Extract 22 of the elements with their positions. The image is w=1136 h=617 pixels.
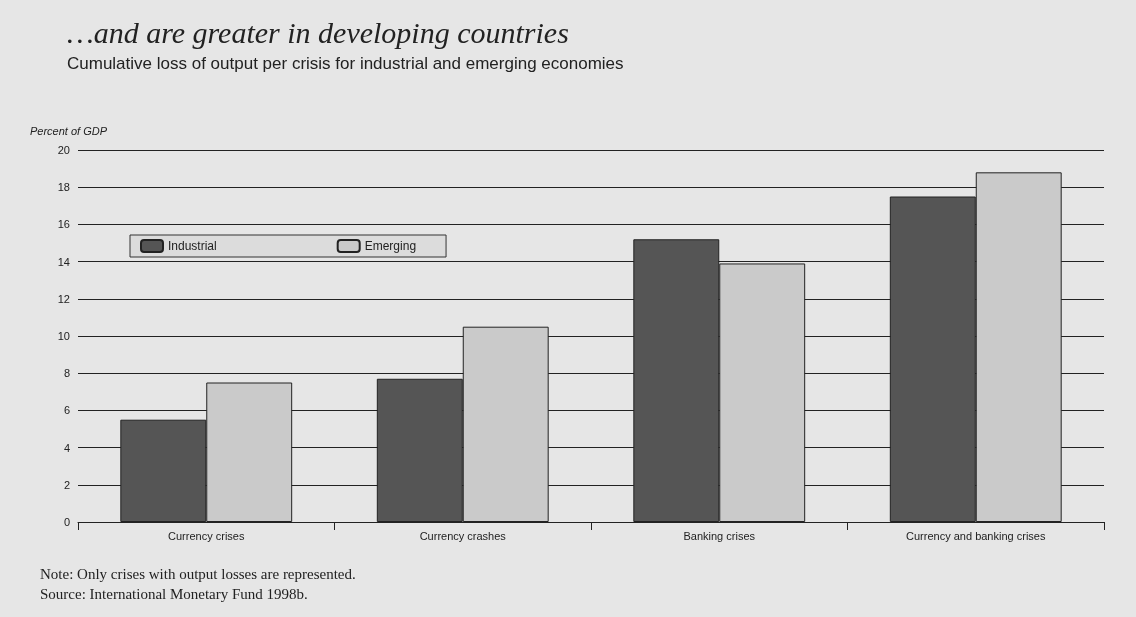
y-tick-label: 16 [57,218,70,231]
y-tick-label: 12 [57,292,70,305]
y-tick-label: 6 [63,404,70,417]
x-tick-label: Banking crises [683,529,756,542]
y-axis-title: Percent of GDP [30,124,108,137]
source-note: Source: International Monetary Fund 1998b. [40,585,308,602]
x-tick-label: Currency and banking crises [906,529,1046,542]
chart-subtitle: Cumulative loss of output per crisis for industrial and emerging economies [67,54,624,73]
y-tick-label: 0 [63,516,70,528]
y-tick-label: 2 [63,478,70,491]
legend-label: Industrial [168,239,217,253]
y-tick-label: 20 [57,144,70,156]
x-tick-label: Currency crises [168,529,245,542]
chart-title: …and are greater in developing countries [67,15,569,49]
y-tick-label: 10 [57,330,70,342]
y-tick-label: 8 [63,367,70,380]
legend-label: Emerging [364,239,417,253]
y-tick-label: 4 [63,441,70,454]
y-tick-label: 14 [57,255,70,268]
text: Note: Only crises with output losses are represented. [40,565,356,582]
y-tick-label: 18 [57,181,70,194]
x-tick-label: Currency crashes [419,529,507,542]
